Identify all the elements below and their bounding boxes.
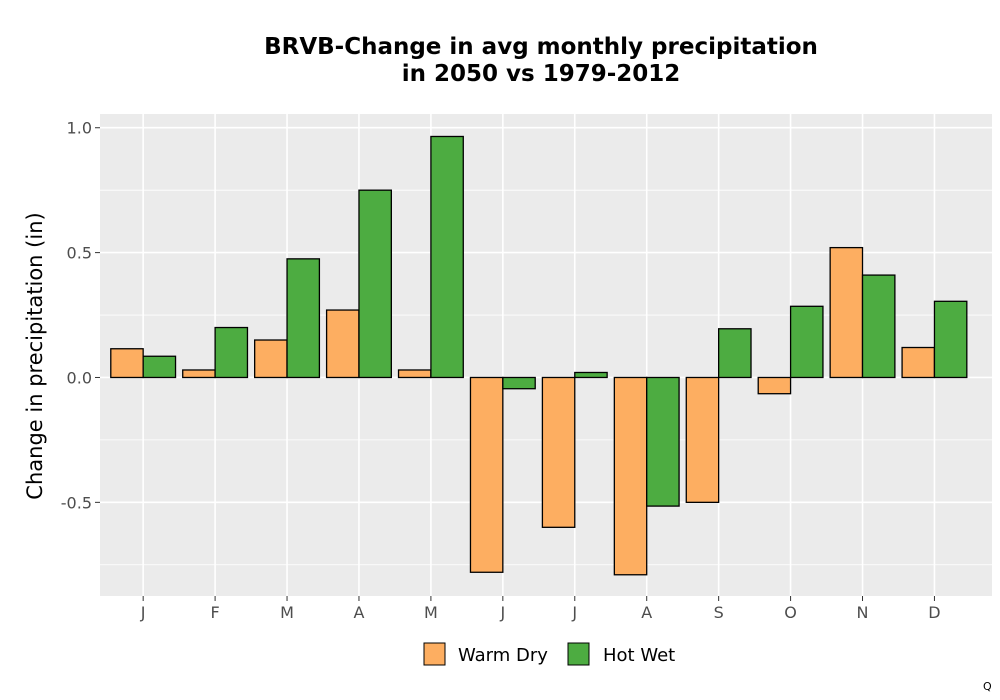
bar-warm-dry	[325, 309, 360, 379]
legend-swatch-warm-dry	[423, 642, 446, 666]
y-tick-label: -0.5	[61, 493, 92, 512]
bar-hot-wet	[933, 300, 968, 379]
y-axis-label: Change in precipitation (in)	[23, 212, 47, 499]
bar-warm-dry	[397, 369, 432, 379]
bar-warm-dry	[901, 346, 936, 379]
bar-warm-dry	[757, 376, 792, 395]
x-tick-label: M	[280, 603, 294, 622]
bar-warm-dry	[685, 376, 720, 503]
bar-hot-wet	[214, 326, 249, 379]
plot-area: 1.0 0.5 0.0 -0.5 J F M A M J J A S O N D	[61, 114, 992, 622]
x-tick-label: J	[140, 603, 146, 622]
x-tick-label: A	[353, 603, 364, 622]
bar-warm-dry	[613, 376, 648, 576]
x-tick-label: O	[784, 603, 797, 622]
x-tick-label: J	[571, 603, 577, 622]
x-tick-label: S	[714, 603, 724, 622]
bar-warm-dry	[182, 369, 216, 379]
bar-hot-wet	[142, 355, 177, 379]
x-tick-label: F	[210, 603, 219, 622]
bar-hot-wet	[430, 135, 464, 379]
bar-hot-wet	[789, 305, 824, 379]
x-tick-label: N	[857, 603, 869, 622]
chart-title-line-1: BRVB-Change in avg monthly precipitation	[264, 34, 818, 60]
legend-label-warm-dry: Warm Dry	[458, 645, 548, 666]
legend-swatch-hot-wet	[567, 642, 590, 666]
bar-hot-wet	[717, 328, 752, 379]
y-tick-label: 0.0	[67, 368, 92, 387]
x-tick-label: D	[928, 603, 940, 622]
bar-warm-dry	[110, 348, 144, 379]
x-tick-label: J	[499, 603, 505, 622]
corner-mark: Q	[983, 680, 992, 693]
bar-hot-wet	[646, 376, 680, 507]
bar-hot-wet	[574, 371, 608, 379]
x-tick-label: A	[641, 603, 652, 622]
bar-hot-wet	[861, 274, 896, 379]
legend: Warm Dry Hot Wet	[423, 642, 675, 666]
bar-warm-dry	[829, 246, 864, 379]
chart-title-line-2: in 2050 vs 1979-2012	[402, 61, 681, 87]
bar-warm-dry	[541, 376, 576, 528]
x-tick-label: M	[424, 603, 438, 622]
bar-hot-wet	[286, 258, 321, 379]
bar-hot-wet	[358, 189, 392, 379]
y-tick-label: 0.5	[67, 244, 92, 263]
bar-hot-wet	[502, 376, 536, 390]
bar-warm-dry	[254, 339, 288, 379]
legend-label-hot-wet: Hot Wet	[603, 645, 675, 666]
bar-warm-dry	[469, 376, 504, 573]
y-tick-label: 1.0	[67, 119, 92, 138]
